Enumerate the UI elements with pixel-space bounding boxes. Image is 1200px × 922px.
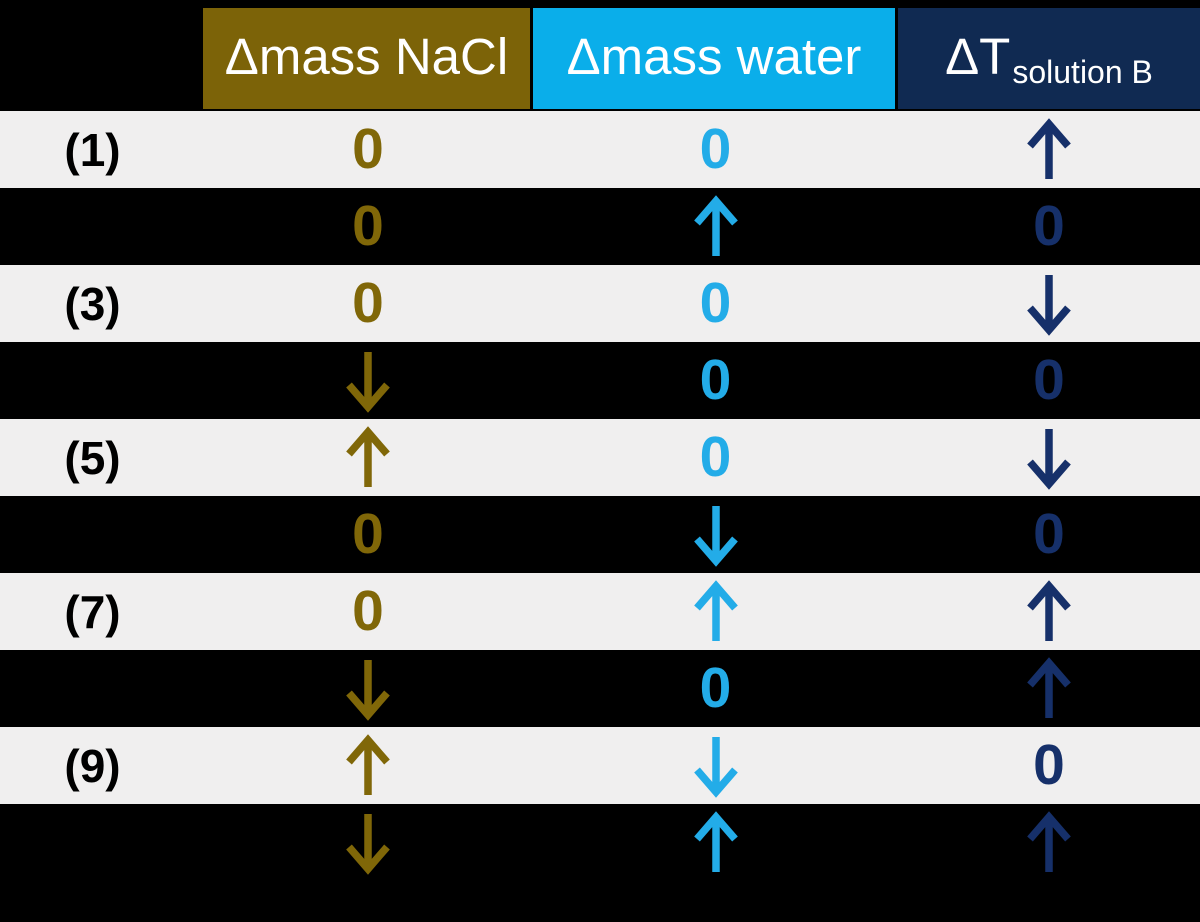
zero-value: 0 bbox=[352, 117, 384, 181]
cell-nacl: 0 bbox=[203, 496, 533, 573]
up-arrow-icon bbox=[346, 733, 390, 795]
table-header: Δmass NaCl Δmass water ΔT solution B bbox=[0, 8, 1200, 109]
column-header-temp-label: ΔT bbox=[945, 28, 1011, 85]
up-arrow-icon bbox=[693, 194, 738, 256]
up-arrow-icon bbox=[1027, 579, 1071, 641]
up-arrow-icon bbox=[1027, 117, 1071, 179]
up-arrow-icon bbox=[1027, 656, 1071, 718]
zero-value: 0 bbox=[1033, 502, 1065, 566]
row-label: (9) bbox=[64, 739, 121, 792]
row-label bbox=[0, 342, 203, 419]
cell-water: 0 bbox=[533, 419, 898, 496]
cell-water bbox=[533, 804, 898, 881]
row-label: (5) bbox=[64, 431, 121, 484]
table-row: 0 bbox=[0, 650, 1200, 727]
cell-temp: 0 bbox=[898, 496, 1200, 573]
column-header-water: Δmass water bbox=[533, 8, 895, 109]
row-label: (3) bbox=[64, 277, 121, 330]
zero-value: 0 bbox=[699, 348, 732, 412]
cell-water: 0 bbox=[533, 650, 898, 727]
cell-water: 0 bbox=[533, 265, 898, 342]
cell-temp bbox=[898, 111, 1200, 188]
cell-temp bbox=[898, 265, 1200, 342]
zero-value: 0 bbox=[699, 117, 732, 181]
cell-nacl bbox=[203, 419, 533, 496]
down-arrow-icon bbox=[346, 659, 390, 721]
cell-water: 0 bbox=[533, 111, 898, 188]
cell-temp: 0 bbox=[898, 727, 1200, 804]
table-row: (3) 0 0 bbox=[0, 265, 1200, 342]
zero-value: 0 bbox=[1033, 194, 1065, 258]
cell-water bbox=[533, 727, 898, 804]
table-row: (9) 0 bbox=[0, 727, 1200, 804]
cell-temp bbox=[898, 573, 1200, 650]
zero-value: 0 bbox=[699, 656, 732, 720]
row-label: (7) bbox=[64, 585, 121, 638]
down-arrow-icon bbox=[1027, 274, 1071, 336]
column-header-temp-subscript: solution B bbox=[1012, 53, 1153, 90]
cell-temp bbox=[898, 804, 1200, 881]
column-header-water-label: Δmass water bbox=[566, 28, 862, 85]
cell-nacl: 0 bbox=[203, 265, 533, 342]
table-row: (5) 0 bbox=[0, 419, 1200, 496]
table-row: (1) 0 0 bbox=[0, 111, 1200, 188]
cell-nacl bbox=[203, 727, 533, 804]
up-arrow-icon bbox=[1027, 810, 1071, 872]
cell-temp: 0 bbox=[898, 342, 1200, 419]
row-label: (1) bbox=[64, 123, 121, 176]
cell-water bbox=[533, 188, 898, 265]
header-spacer bbox=[0, 8, 203, 109]
cell-nacl bbox=[203, 342, 533, 419]
table-row bbox=[0, 804, 1200, 881]
table-body: (1) 0 0 0 0 (3) 0 0 0 0 (5) 0 0 0 (7) 0 0 (9) 0 bbox=[0, 111, 1200, 881]
cell-nacl bbox=[203, 804, 533, 881]
zero-value: 0 bbox=[699, 271, 732, 335]
column-header-nacl-label: Δmass NaCl bbox=[224, 28, 509, 85]
up-arrow-icon bbox=[693, 579, 738, 641]
zero-value: 0 bbox=[1033, 733, 1065, 797]
cell-water bbox=[533, 496, 898, 573]
zero-value: 0 bbox=[352, 579, 384, 643]
down-arrow-icon bbox=[693, 505, 738, 567]
row-label bbox=[0, 650, 203, 727]
down-arrow-icon bbox=[346, 813, 390, 875]
cell-nacl: 0 bbox=[203, 573, 533, 650]
column-header-nacl: Δmass NaCl bbox=[203, 8, 530, 109]
cell-temp: 0 bbox=[898, 188, 1200, 265]
table-row: (7) 0 bbox=[0, 573, 1200, 650]
zero-value: 0 bbox=[352, 271, 384, 335]
zero-value: 0 bbox=[352, 194, 384, 258]
down-arrow-icon bbox=[693, 736, 738, 798]
zero-value: 0 bbox=[1033, 348, 1065, 412]
row-label bbox=[0, 188, 203, 265]
cell-nacl bbox=[203, 650, 533, 727]
row-label bbox=[0, 496, 203, 573]
down-arrow-icon bbox=[1027, 428, 1071, 490]
cell-temp bbox=[898, 419, 1200, 496]
row-label bbox=[0, 804, 203, 881]
zero-value: 0 bbox=[352, 502, 384, 566]
column-header-temp: ΔT solution B bbox=[898, 8, 1200, 109]
up-arrow-icon bbox=[693, 810, 738, 872]
cell-water bbox=[533, 573, 898, 650]
down-arrow-icon bbox=[346, 351, 390, 413]
cell-water: 0 bbox=[533, 342, 898, 419]
zero-value: 0 bbox=[699, 425, 732, 489]
up-arrow-icon bbox=[346, 425, 390, 487]
cell-nacl: 0 bbox=[203, 188, 533, 265]
cell-temp bbox=[898, 650, 1200, 727]
cell-nacl: 0 bbox=[203, 111, 533, 188]
